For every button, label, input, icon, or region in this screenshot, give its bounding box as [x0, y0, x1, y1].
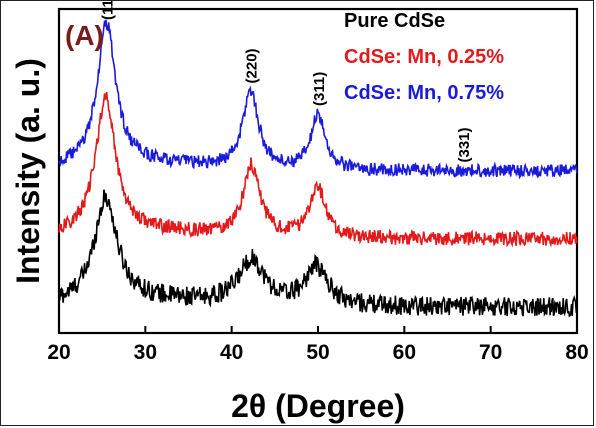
x-axis-ticks: 20 30 40 50 60 70 80 [47, 326, 589, 364]
x-tick-label: 40 [220, 341, 243, 364]
peak-annotation: (331) [456, 127, 473, 162]
peak-annotations: (111) (220) (311) (331) [99, 1, 473, 163]
x-tick-label: 20 [47, 341, 70, 364]
legend-item-cdse-mn-075: CdSe: Mn, 0.75% [344, 82, 504, 104]
series-line-2 [58, 19, 578, 180]
legend: Pure CdSe CdSe: Mn, 0.25% CdSe: Mn, 0.75… [344, 10, 504, 104]
panel-label: (A) [65, 20, 104, 51]
x-tick-label: 80 [565, 341, 588, 364]
x-axis-label: 2θ (Degree) [231, 388, 405, 424]
series-line-0 [58, 189, 578, 318]
y-axis-label: Intensity (a. u.) [10, 58, 46, 284]
x-tick-label: 60 [393, 341, 416, 364]
x-tick-label: 70 [479, 341, 502, 364]
x-tick-label: 50 [306, 341, 329, 364]
peak-annotation: (220) [244, 48, 261, 83]
peak-annotation: (311) [311, 72, 328, 106]
legend-item-cdse-mn-025: CdSe: Mn, 0.25% [344, 46, 504, 68]
x-tick-label: 30 [134, 341, 157, 364]
series-line-1 [58, 91, 578, 248]
legend-item-pure-cdse: Pure CdSe [344, 10, 445, 32]
peak-annotation: (111) [99, 1, 116, 20]
series-layer [58, 19, 578, 318]
